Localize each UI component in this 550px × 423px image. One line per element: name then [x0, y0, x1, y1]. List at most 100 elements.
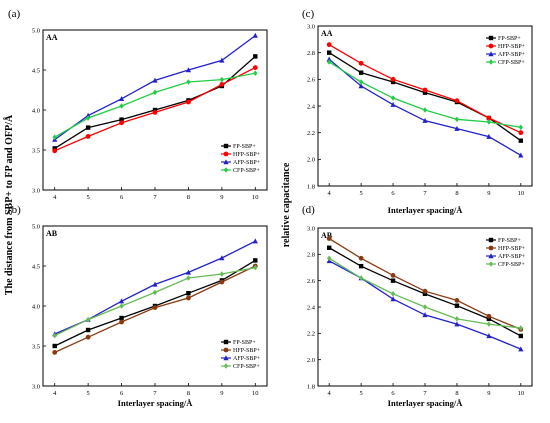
y-tick-label: 4.5	[32, 67, 40, 74]
x-tick-label: 6	[120, 390, 124, 397]
panel-label: (d)	[302, 204, 315, 216]
legend-entry: AFP-SBP+	[498, 52, 526, 58]
data-point	[186, 99, 191, 105]
data-point	[118, 298, 125, 304]
series-line	[54, 240, 256, 335]
data-point	[454, 298, 460, 303]
y-tick-label: 2.6	[307, 278, 316, 285]
legend: FP-SBP+ HFP-SBP+ AFP-SBP+ CFP-SBP+	[221, 143, 261, 174]
data-point	[518, 346, 524, 352]
group-label: AB	[46, 229, 58, 238]
legend: FP-SBP+ HFP-SBP+ AFP-SBP+ CFP-SBP+	[486, 35, 526, 66]
data-point	[454, 303, 460, 308]
data-point	[358, 275, 364, 281]
x-tick-label: 9	[220, 194, 223, 201]
data-point	[486, 313, 492, 319]
x-tick-label: 10	[518, 390, 525, 397]
panel-label: (a)	[8, 8, 21, 20]
legend-entry: HFP-SBP+	[233, 152, 261, 158]
data-point	[186, 295, 191, 301]
plot-frame	[317, 25, 533, 187]
x-tick-label: 5	[87, 390, 90, 397]
y-tick-label: 2.4	[307, 304, 316, 311]
data-point	[185, 269, 192, 275]
y-tick-label: 1.8	[307, 183, 315, 190]
series-line	[54, 35, 256, 141]
data-point	[186, 79, 191, 85]
data-point	[85, 327, 91, 333]
group-label: AA	[46, 33, 58, 42]
y-tick-label: 2.8	[307, 50, 315, 57]
legend-entry: FP-SBP+	[233, 144, 256, 150]
x-tick-label: 10	[252, 390, 259, 397]
data-point	[326, 59, 332, 65]
data-point	[422, 107, 428, 113]
y-tick-label: 2.0	[307, 357, 315, 364]
data-point	[118, 96, 125, 101]
data-point	[358, 70, 364, 75]
data-point	[52, 146, 57, 151]
data-point	[253, 70, 258, 76]
x-tick-label: 10	[518, 190, 525, 197]
data-point	[486, 119, 492, 125]
legend-marker	[223, 363, 229, 369]
legend-marker	[223, 355, 229, 361]
x-tick-label: 6	[391, 190, 395, 197]
x-tick-label: 6	[120, 194, 124, 201]
y-tick-label: 2.2	[307, 331, 315, 338]
data-point	[253, 264, 258, 271]
data-point	[486, 316, 492, 322]
x-tick-label: 7	[153, 194, 157, 201]
data-point	[358, 83, 364, 89]
data-point	[119, 120, 124, 126]
legend-marker	[223, 143, 229, 149]
data-point	[52, 148, 58, 154]
legend-marker	[223, 339, 229, 345]
y-title-left: The distance from SBP+ to FP and OFP/Å	[3, 114, 15, 295]
x-tick-label: 7	[153, 390, 157, 397]
data-point	[358, 79, 364, 85]
x-axis-label: Interlayer spacing/Å	[388, 398, 464, 408]
data-point	[390, 101, 396, 107]
data-point	[422, 90, 428, 95]
data-point	[252, 65, 258, 70]
y-tick-label: 5.0	[32, 27, 40, 34]
series-cfp-sbp-	[326, 255, 524, 331]
y-tick-label: 1.8	[307, 383, 315, 390]
data-point	[253, 258, 258, 263]
data-point	[390, 79, 396, 85]
series-afp-sbp-	[326, 56, 524, 158]
data-point	[152, 110, 158, 115]
legend-marker	[223, 167, 229, 173]
y-tick-label: 2.2	[307, 130, 315, 137]
x-tick-label: 10	[252, 194, 259, 201]
data-point	[518, 130, 524, 136]
group-label: AB	[321, 231, 333, 240]
data-point	[119, 319, 124, 325]
data-point	[119, 103, 124, 109]
series-hfp-sbp-	[52, 65, 258, 154]
series-hfp-sbp-	[52, 263, 258, 355]
data-point	[52, 134, 57, 140]
data-point	[518, 152, 524, 158]
data-point	[219, 57, 225, 63]
x-tick-label: 9	[487, 390, 490, 397]
legend-marker	[488, 51, 494, 57]
data-point	[486, 321, 492, 327]
data-point	[326, 56, 332, 62]
data-point	[186, 275, 191, 281]
y-tick-label: 3.5	[32, 343, 40, 350]
legend-entry: HFP-SBP+	[233, 348, 261, 354]
x-tick-label: 4	[53, 194, 57, 201]
data-point	[390, 273, 396, 278]
x-axis-label: Interlayer spacing/Å	[118, 398, 194, 408]
data-point	[152, 77, 158, 83]
legend-marker	[223, 151, 229, 157]
y-tick-label: 3.0	[307, 225, 315, 232]
data-point	[390, 291, 396, 297]
legend-entry: CFP-SBP+	[498, 262, 525, 268]
data-point	[454, 98, 460, 104]
data-point	[152, 107, 158, 113]
legend-entry: AFP-SBP+	[498, 254, 526, 260]
data-point	[358, 60, 364, 66]
